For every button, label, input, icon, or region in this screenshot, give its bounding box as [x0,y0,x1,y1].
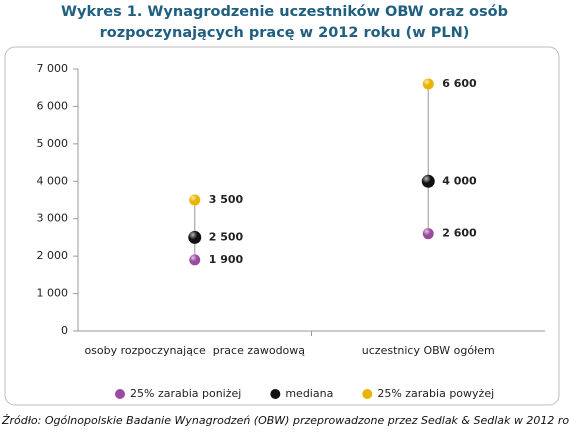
chart: 0 1 000 2 000 3 000 4 000 5 000 6 000 7 000 osob… [4,46,560,406]
value-label: 2 600 [442,227,477,240]
y-tick-label: 7 000 [37,62,69,75]
legend-marker [115,389,125,399]
dot-shine [189,194,201,206]
chart-frame [4,46,560,406]
dot-shine [188,230,202,244]
y-tick-label: 5 000 [37,137,69,150]
legend-label: mediana [285,387,333,400]
legend-label: 25% zarabia poniżej [130,387,241,400]
legend-marker [362,389,373,399]
y-tick-label: 1 000 [37,287,69,300]
y-tick-label: 4 000 [37,174,69,187]
dot-shine [421,174,435,188]
value-label: 2 500 [209,230,244,243]
value-label: 3 500 [209,193,244,206]
value-label: 4 000 [442,174,477,187]
x-tick-label: uczestnicy OBW ogółem [362,344,495,357]
value-label: 6 600 [442,77,477,90]
legend-label: 25% zarabia powyżej [377,387,494,400]
x-tick-label: osoby rozpoczynające prace zawodową [84,344,305,357]
y-tick-label: 0 [61,324,68,337]
y-tick-label: 6 000 [37,99,69,112]
chart-title: Wykres 1. Wynagrodzenie uczestników OBW … [61,4,508,41]
value-label: 1 900 [209,253,244,266]
y-tick-label: 3 000 [37,212,69,225]
dot-shine [422,228,434,240]
legend-marker [270,389,281,399]
dot-shine [422,78,434,90]
y-tick-label: 2 000 [37,249,69,262]
source-note: Źródło: Ogólnopolskie Badanie Wynagrodze… [2,414,569,427]
dot-shine [189,254,201,266]
